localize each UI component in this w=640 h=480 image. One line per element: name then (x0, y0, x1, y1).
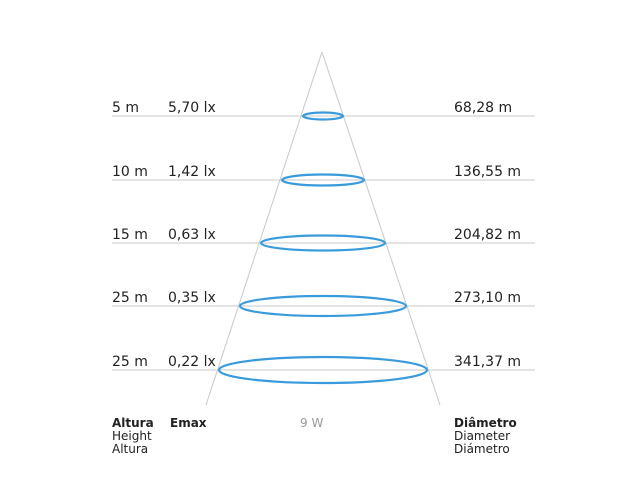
row-3-diameter: 204,82 m (454, 227, 522, 243)
height-legend-pt: Altura (112, 416, 154, 430)
row-4-height: 25 m (112, 290, 148, 306)
row-1-height: 5 m (112, 100, 139, 116)
row-3-height: 15 m (112, 227, 148, 243)
height-legend-es: Altura (112, 442, 149, 456)
beam-ellipse-2 (280, 173, 366, 187)
diameter-legend: Diâmetro Diameter Diámetro (454, 417, 517, 456)
row-4-emax: 0,35 lx (168, 290, 216, 306)
row-5-height: 25 m (112, 354, 148, 370)
row-2-emax: 1,42 lx (168, 164, 216, 180)
cone-left-edge (205, 51, 323, 406)
diameter-legend-pt: Diâmetro (454, 416, 517, 430)
power-label: 9 W (300, 416, 324, 430)
row-4-diameter: 273,10 m (454, 290, 522, 306)
emax-legend-label: Emax (170, 416, 207, 430)
row-1-emax: 5,70 lx (168, 100, 216, 116)
height-legend-en: Height (112, 429, 152, 443)
cone-outline (205, 51, 441, 406)
beam-ellipse-3 (259, 234, 387, 252)
row-2-diameter: 136,55 m (454, 164, 522, 180)
beam-ellipses (217, 111, 429, 385)
beam-ellipse-1 (301, 111, 345, 121)
diameter-legend-en: Diameter (454, 429, 511, 443)
emax-legend: Emax (170, 417, 207, 430)
row-3-emax: 0,63 lx (168, 227, 216, 243)
row-5-diameter: 341,37 m (454, 354, 522, 370)
diameter-legend-es: Diámetro (454, 442, 510, 456)
cone-right-edge (321, 51, 441, 406)
beam-ellipse-5 (217, 355, 429, 385)
height-legend: Altura Height Altura (112, 417, 154, 456)
row-lines (112, 115, 535, 371)
beam-ellipse-4 (238, 294, 408, 318)
row-5-emax: 0,22 lx (168, 354, 216, 370)
row-1-diameter: 68,28 m (454, 100, 513, 116)
row-2-height: 10 m (112, 164, 148, 180)
